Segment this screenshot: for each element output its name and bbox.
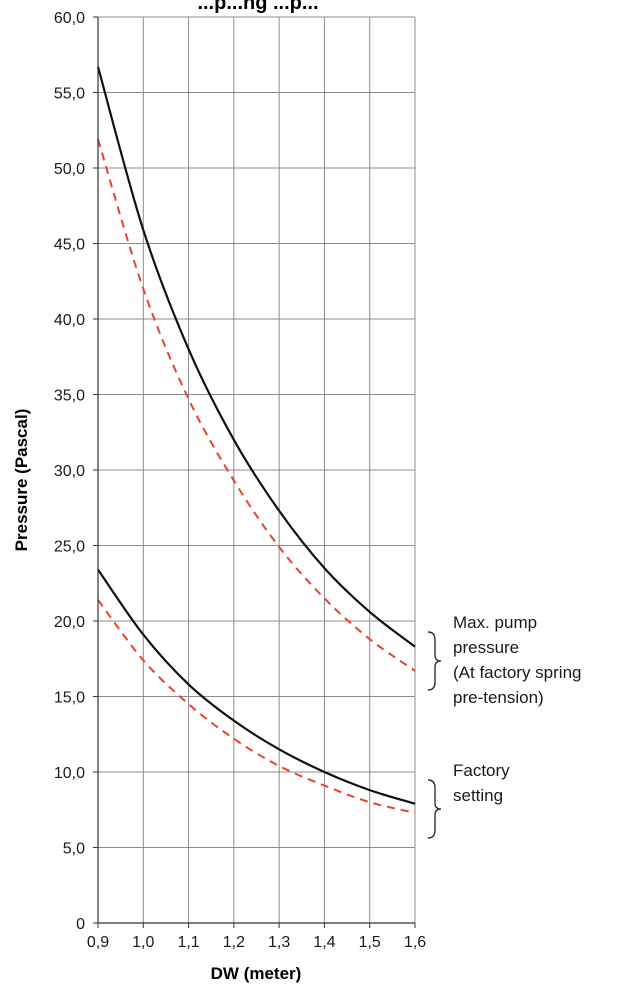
x-tick-label: 1,1: [177, 934, 199, 951]
y-tick-label: 55,0: [54, 86, 85, 103]
y-tick-label: 50,0: [54, 161, 85, 178]
y-tick-labels: 0 5,0 10,0 15,0 20,0 25,0 30,0 35,0 40,0 45,0 50,0…: [54, 10, 85, 933]
chart-title: ...p...ng ...p...: [197, 0, 318, 14]
y-tick-label: 0: [76, 916, 85, 933]
y-tick-label: 25,0: [54, 539, 85, 556]
y-tick-label: 45,0: [54, 237, 85, 254]
series-line-max-dashed: [97, 139, 416, 672]
series-line-factory-solid: [97, 569, 416, 805]
y-tick-label: 5,0: [63, 841, 85, 858]
y-tick-label: 10,0: [54, 765, 85, 782]
y-tick-label: 20,0: [54, 614, 85, 631]
axes: [93, 16, 416, 928]
y-tick-label: 15,0: [54, 690, 85, 707]
x-tick-label: 1,5: [359, 934, 381, 951]
annotations: Max. pump pressure (At factory spring pre-t…: [427, 613, 582, 839]
annotation-max-line: pre-tension): [453, 688, 544, 707]
y-axis-title: Pressure (Pascal): [12, 409, 31, 552]
y-tick-label: 40,0: [54, 312, 85, 329]
series-line-factory-dashed: [97, 599, 416, 814]
x-tick-label: 1,0: [132, 934, 154, 951]
x-tick-label: 1,6: [404, 934, 426, 951]
x-axis-title: DW (meter): [211, 964, 302, 983]
y-tick-label: 35,0: [54, 388, 85, 405]
brace-factory: [427, 779, 442, 839]
series-line-max-solid: [96, 66, 416, 648]
annotation-factory-line: setting: [453, 786, 503, 805]
grid: [97, 16, 416, 924]
annotation-max-line: pressure: [453, 638, 519, 657]
annotation-max-line: Max. pump: [453, 613, 537, 632]
x-tick-labels: 0,9 1,0 1,1 1,2 1,3 1,4 1,5 1,6: [87, 934, 426, 951]
y-tick-label: 60,0: [54, 10, 85, 27]
x-tick-label: 1,4: [313, 934, 335, 951]
annotation-factory-line: Factory: [453, 761, 510, 780]
x-tick-label: 1,2: [223, 934, 245, 951]
brace-max: [427, 631, 442, 691]
y-tick-label: 30,0: [54, 463, 85, 480]
x-tick-label: 1,3: [268, 934, 290, 951]
annotation-max-line: (At factory spring: [453, 663, 582, 682]
x-tick-label: 0,9: [87, 934, 109, 951]
series-group: [96, 66, 416, 814]
